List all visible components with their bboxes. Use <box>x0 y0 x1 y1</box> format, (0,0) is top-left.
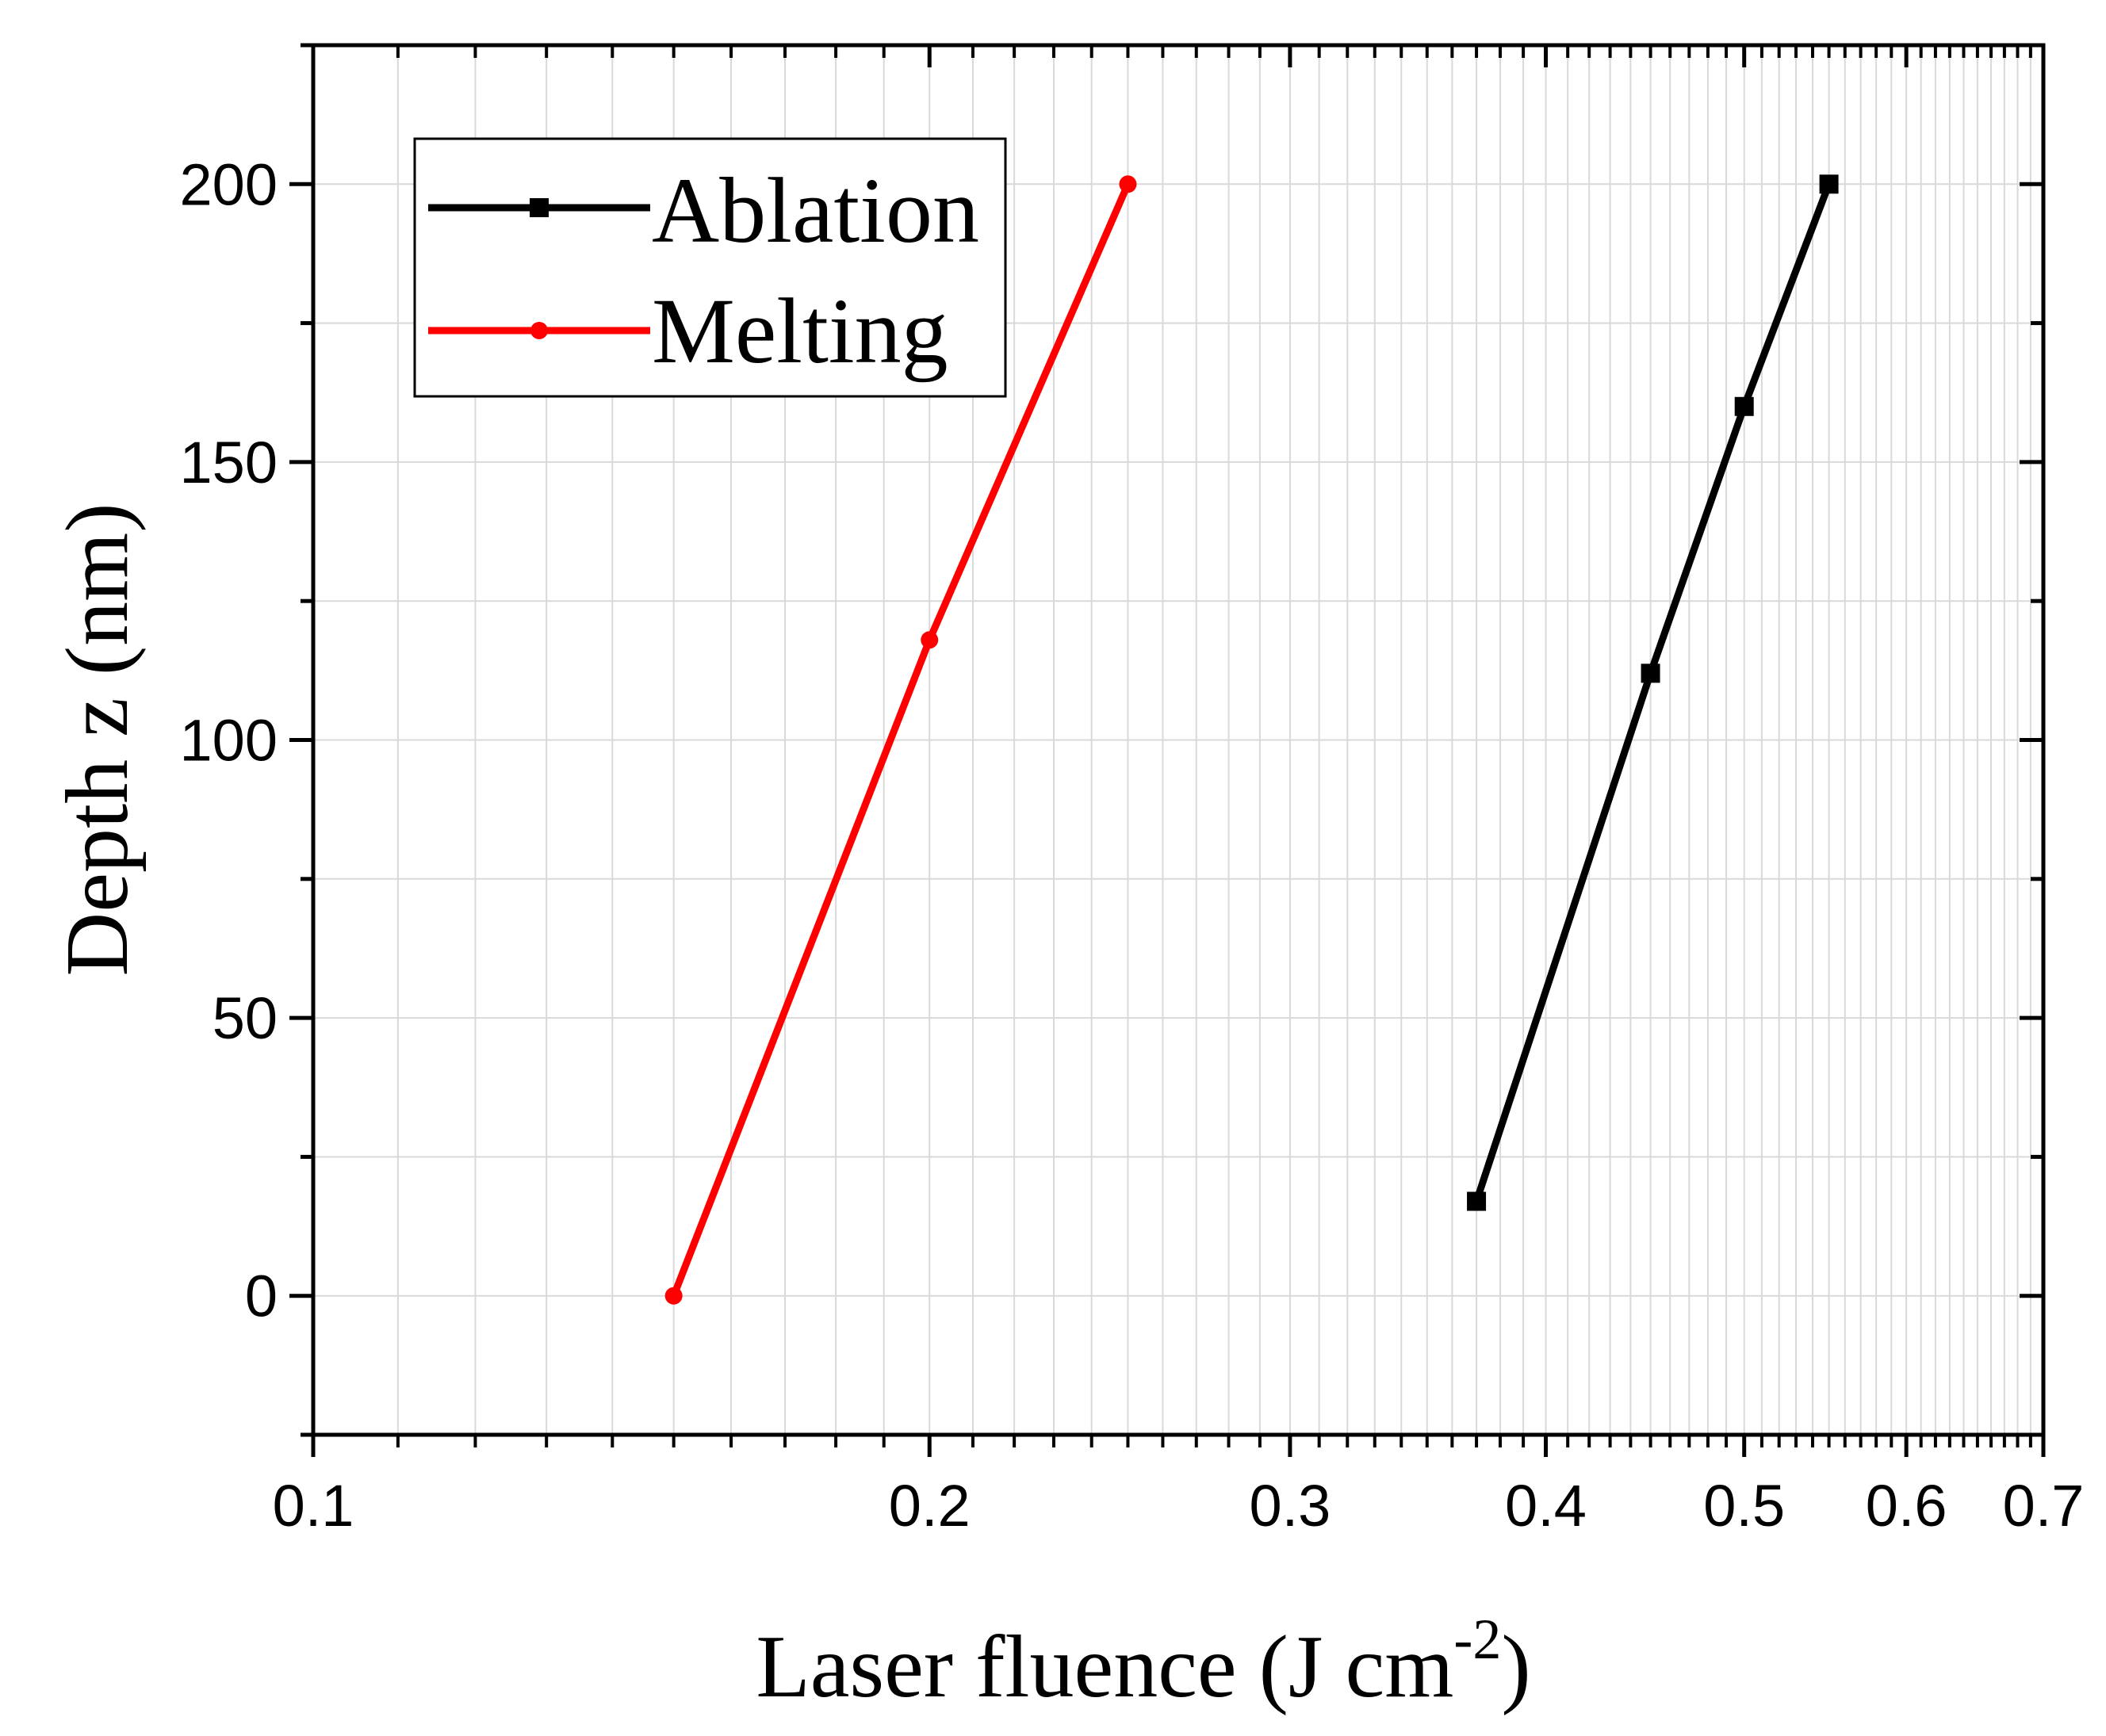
ticks-layer <box>289 43 2046 1457</box>
data-point-ablation <box>1734 396 1754 416</box>
data-point-melting <box>1119 175 1137 193</box>
x-tick-label: 0.5 <box>1703 1473 1785 1539</box>
y-tick-label: 50 <box>213 985 278 1051</box>
legend-label-ablation: Ablation <box>652 159 979 262</box>
y-axis-title: Depth z (nm) <box>48 503 147 976</box>
x-tick-label: 0.2 <box>889 1473 971 1539</box>
data-point-melting <box>664 1287 683 1305</box>
series-line-ablation <box>1472 182 1832 1203</box>
legend-marker-melting <box>530 322 548 339</box>
labels-layer: 0.1 0.2 0.3 0.4 0.5 0.6 0.7 0 50 100 150 200 <box>180 151 2085 1539</box>
y-tick-label: 150 <box>180 430 278 495</box>
y-tick-label: 200 <box>180 151 278 217</box>
x-tick-label: 0.6 <box>1866 1473 1947 1539</box>
x-axis-title-main: Laser fluence (J cm <box>756 1618 1453 1716</box>
data-point-ablation <box>1819 174 1839 194</box>
legend-marker-ablation <box>530 198 549 217</box>
x-tick-label: 0.4 <box>1505 1473 1587 1539</box>
legend-box <box>413 137 1007 398</box>
data-point-melting <box>921 631 939 649</box>
x-tick-label: 0.1 <box>273 1473 354 1539</box>
legend-label-melting: Melting <box>652 279 948 383</box>
x-tick-label: 0.3 <box>1249 1473 1331 1539</box>
x-axis-title: Laser fluence (J cm-2) <box>756 1608 1530 1716</box>
legend: Ablation Melting <box>413 137 1007 398</box>
series-layer <box>664 174 1839 1305</box>
data-point-ablation <box>1641 663 1660 683</box>
y-tick-label: 0 <box>245 1264 278 1329</box>
data-point-ablation <box>1467 1191 1487 1211</box>
x-axis-title-close: ) <box>1501 1618 1530 1716</box>
y-tick-label: 100 <box>180 708 278 774</box>
x-axis-title-sup: -2 <box>1453 1608 1501 1671</box>
plot-frame <box>311 43 2046 1437</box>
x-tick-label: 0.7 <box>2003 1473 2085 1539</box>
